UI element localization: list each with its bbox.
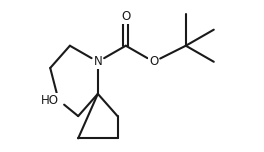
Text: HO: HO <box>40 94 59 107</box>
Text: O: O <box>121 10 130 23</box>
Text: O: O <box>149 55 158 68</box>
Text: N: N <box>93 55 102 68</box>
